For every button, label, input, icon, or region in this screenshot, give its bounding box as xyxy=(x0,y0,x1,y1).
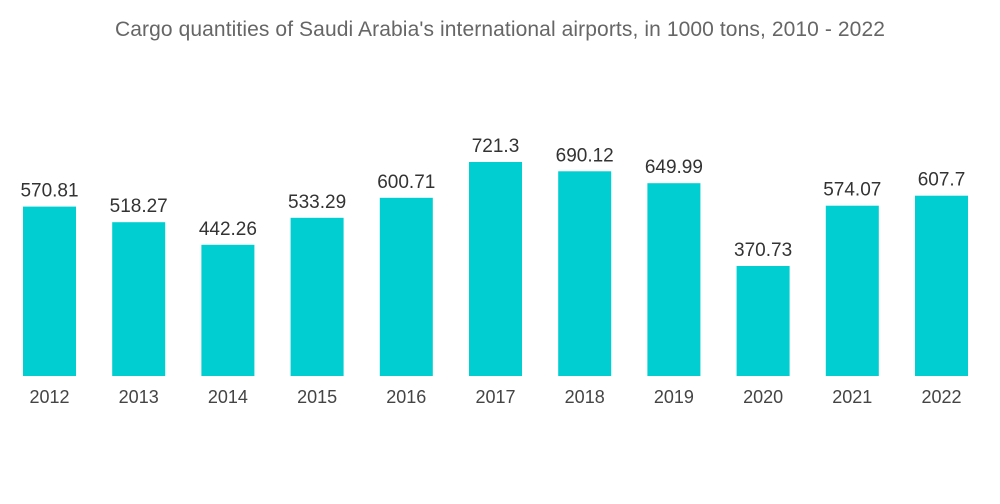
bars-layer xyxy=(23,162,968,376)
bar-2019 xyxy=(647,183,701,376)
value-label-2015: 533.29 xyxy=(288,192,346,213)
value-label-2017: 721.3 xyxy=(472,136,520,157)
value-label-2018: 690.12 xyxy=(556,145,614,166)
bar-2015 xyxy=(290,217,344,376)
bar-2018 xyxy=(558,171,612,376)
x-axis-ticks: 2012 2013 2014 2015 2016 2017 2018 2019 2020 2021… xyxy=(29,387,961,407)
bar-2014 xyxy=(201,244,255,376)
bar-2016 xyxy=(379,197,433,376)
x-tick-label-2020: 2020 xyxy=(743,387,783,407)
bar-2021 xyxy=(825,205,879,376)
x-tick-label-2022: 2022 xyxy=(921,387,961,407)
x-tick-label-2016: 2016 xyxy=(386,387,426,407)
bar-2012 xyxy=(23,206,76,376)
x-tick-label-2017: 2017 xyxy=(475,387,515,407)
bar-2020 xyxy=(736,266,790,376)
value-label-2014: 442.26 xyxy=(199,219,257,240)
value-label-2016: 600.71 xyxy=(377,172,435,193)
value-label-2022: 607.7 xyxy=(918,170,966,191)
x-tick-label-2019: 2019 xyxy=(654,387,694,407)
x-tick-label-2018: 2018 xyxy=(565,387,605,407)
value-label-2021: 574.07 xyxy=(823,180,881,201)
x-tick-label-2015: 2015 xyxy=(297,387,337,407)
chart-title: Cargo quantities of Saudi Arabia's inter… xyxy=(114,18,886,41)
x-tick-label-2014: 2014 xyxy=(208,387,248,407)
bar-2013 xyxy=(112,222,166,376)
value-label-2013: 518.27 xyxy=(110,196,168,217)
bar-2017 xyxy=(469,162,522,376)
value-label-2012: 570.81 xyxy=(20,181,78,202)
x-tick-label-2012: 2012 xyxy=(29,387,69,407)
x-tick-label-2021: 2021 xyxy=(832,387,872,407)
value-label-2020: 370.73 xyxy=(734,240,792,261)
value-label-2019: 649.99 xyxy=(645,157,703,178)
bar-2022 xyxy=(915,195,968,376)
value-labels-layer: 570.81 518.27 442.26 533.29 600.71 721.3 690.1… xyxy=(20,136,965,261)
x-tick-label-2013: 2013 xyxy=(119,387,159,407)
